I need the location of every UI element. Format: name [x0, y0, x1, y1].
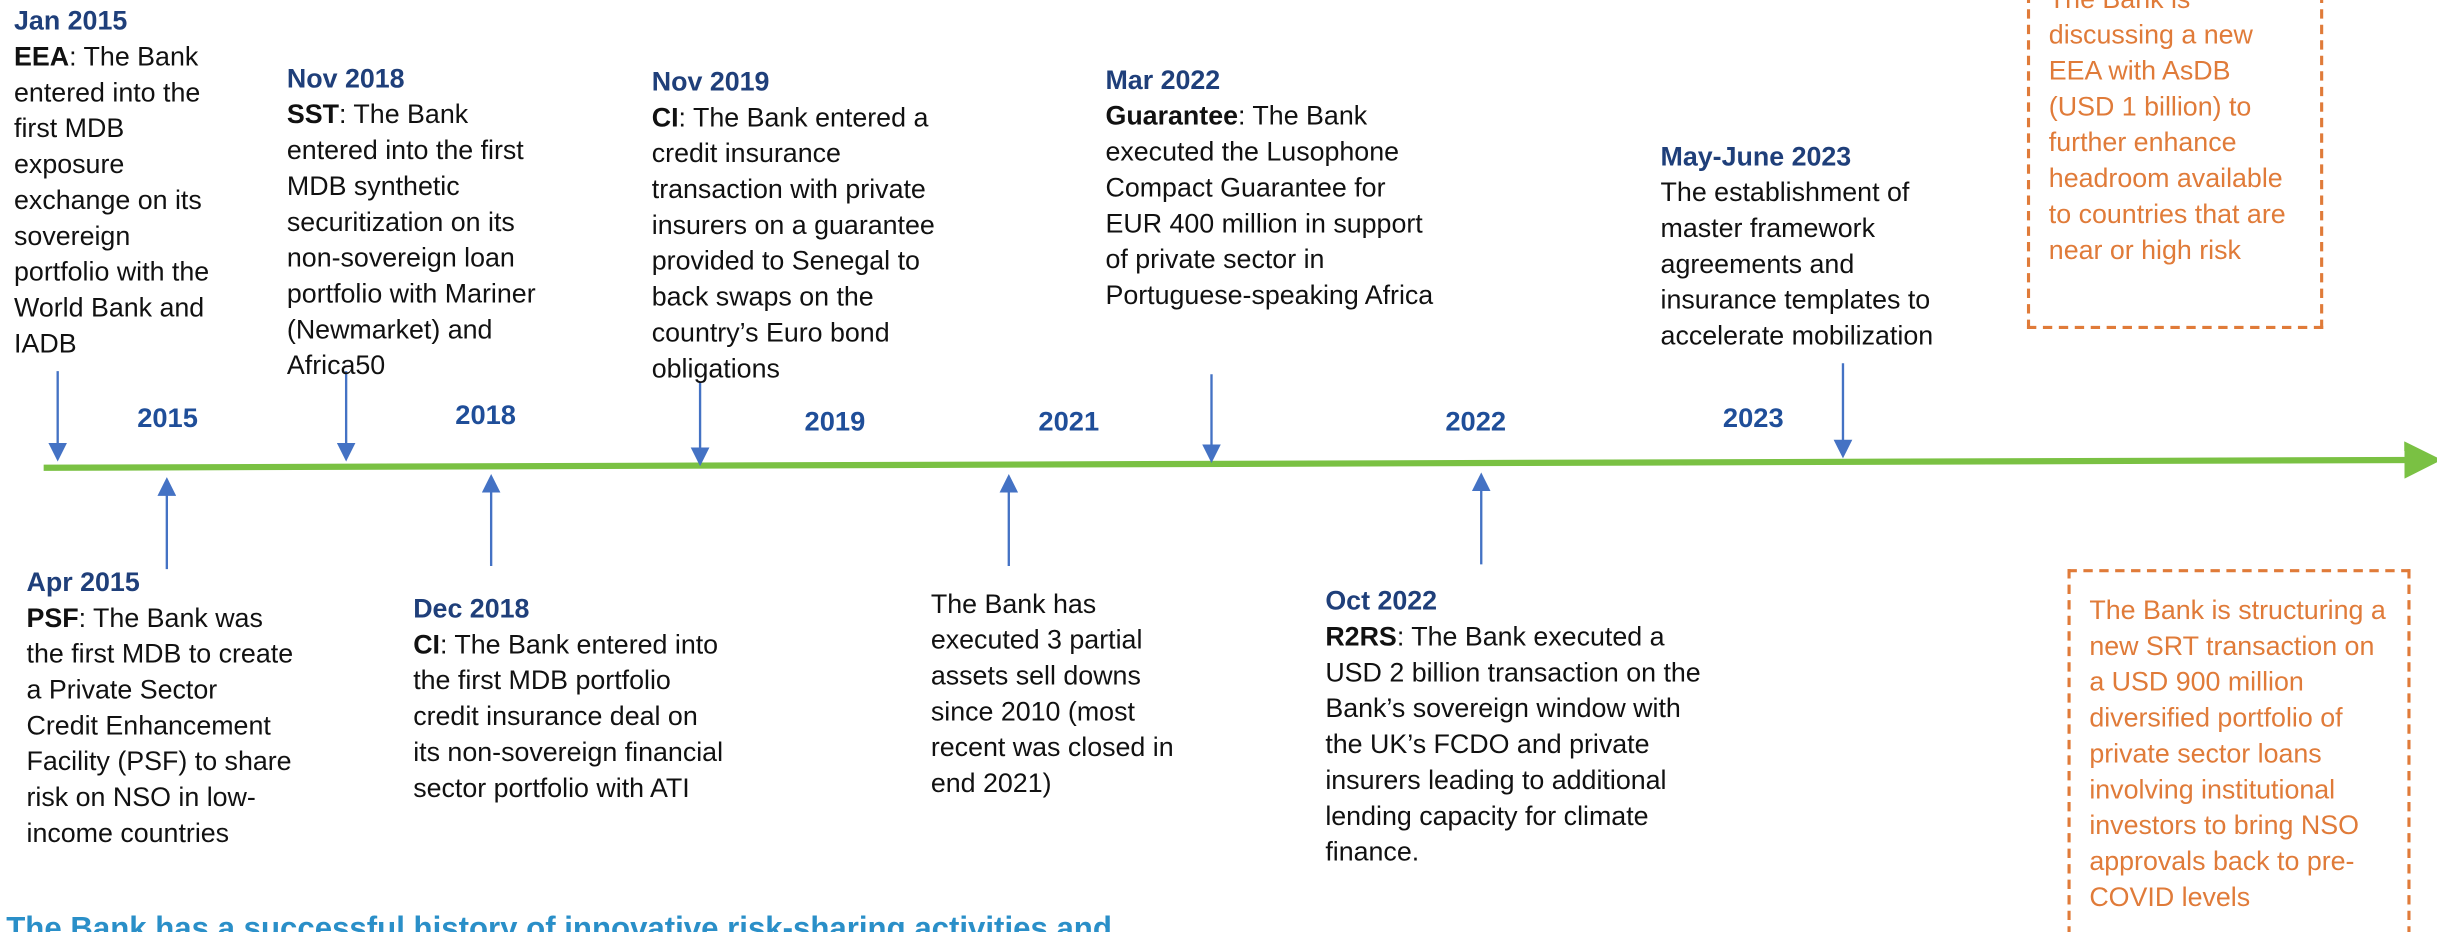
event-text: : The Bank entered into the first MDB po…: [413, 628, 724, 803]
event-term: CI: [413, 628, 440, 660]
event-term: SST: [286, 98, 340, 130]
event-date: Nov 2019: [651, 65, 770, 97]
event-date: Jan 2015: [14, 4, 128, 36]
event: Oct 2022 R2RS: The Bank executed a USD 2 …: [1325, 583, 1707, 870]
event-term: EEA: [14, 40, 70, 72]
year-label: 2021: [1038, 405, 1100, 437]
year-label: 2019: [804, 405, 866, 437]
event-text: : The Bank entered into the first MDB sy…: [286, 98, 536, 381]
event-term: R2RS: [1325, 620, 1397, 652]
event-text: : The Bank executed a USD 2 billion tran…: [1325, 620, 1701, 867]
event-date: Nov 2018: [286, 62, 405, 94]
event-term: Guarantee: [1105, 99, 1239, 131]
event: The Bank has executed 3 partial assets s…: [931, 586, 1177, 801]
event: May-June 2023 The establishment of master…: [1661, 139, 1973, 354]
event: Nov 2018 SST: The Bank entered into the f…: [287, 61, 565, 384]
event: Jan 2015 EEA: The Bank entered into the f…: [14, 3, 232, 362]
event: Dec 2018 CI: The Bank entered into the fi…: [413, 591, 725, 806]
event: Apr 2015 PSF: The Bank was the first MDB …: [27, 564, 295, 851]
event-date: Mar 2022: [1105, 63, 1221, 96]
event-term: PSF: [26, 601, 79, 634]
arrows: [48, 363, 1853, 570]
footer-title: The Bank has a successful history of inn…: [6, 912, 1112, 932]
timeline-axis: [43, 441, 2437, 479]
event-date: May-June 2023: [1660, 140, 1852, 172]
event: Nov 2019 CI: The Bank entered a credit in…: [652, 64, 972, 387]
future-box: The Bank is discussing a new EEA with As…: [2026, 0, 2324, 329]
event-date: Apr 2015: [26, 565, 140, 598]
year-label: 2015: [137, 402, 198, 434]
event-text: : The Bank entered a credit insurance tr…: [651, 101, 935, 384]
event-term: CI: [651, 101, 679, 133]
future-box: The Bank is structuring a new SRT transa…: [2067, 569, 2411, 932]
event: Mar 2022 Guarantee: The Bank executed the…: [1105, 62, 1436, 313]
event-date: Oct 2022: [1325, 584, 1438, 616]
year-label: 2018: [455, 399, 516, 431]
event-text: : The Bank was the first MDB to create a…: [26, 601, 294, 849]
event-text: The Bank has executed 3 partial assets s…: [930, 587, 1174, 799]
year-label: 2023: [1722, 402, 1784, 434]
event-text: : The Bank executed the Lusophone Compac…: [1105, 99, 1434, 311]
event-date: Dec 2018: [413, 592, 530, 624]
year-label: 2022: [1445, 405, 1507, 437]
event-text: : The Bank entered into the first MDB ex…: [14, 40, 210, 359]
event-text: The establishment of master framework ag…: [1660, 176, 1934, 351]
